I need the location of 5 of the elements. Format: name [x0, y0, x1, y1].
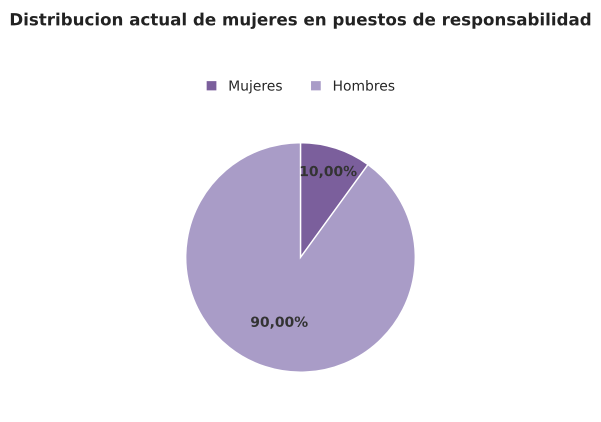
data-label: 90,00%	[251, 316, 308, 329]
pie-slice	[185, 142, 416, 373]
legend-label: Mujeres	[230, 80, 282, 94]
chart-title: Distribucion actual de mujeres en puestos de responsabilidad	[10, 12, 590, 29]
legend-label: Hombres	[334, 80, 394, 91]
